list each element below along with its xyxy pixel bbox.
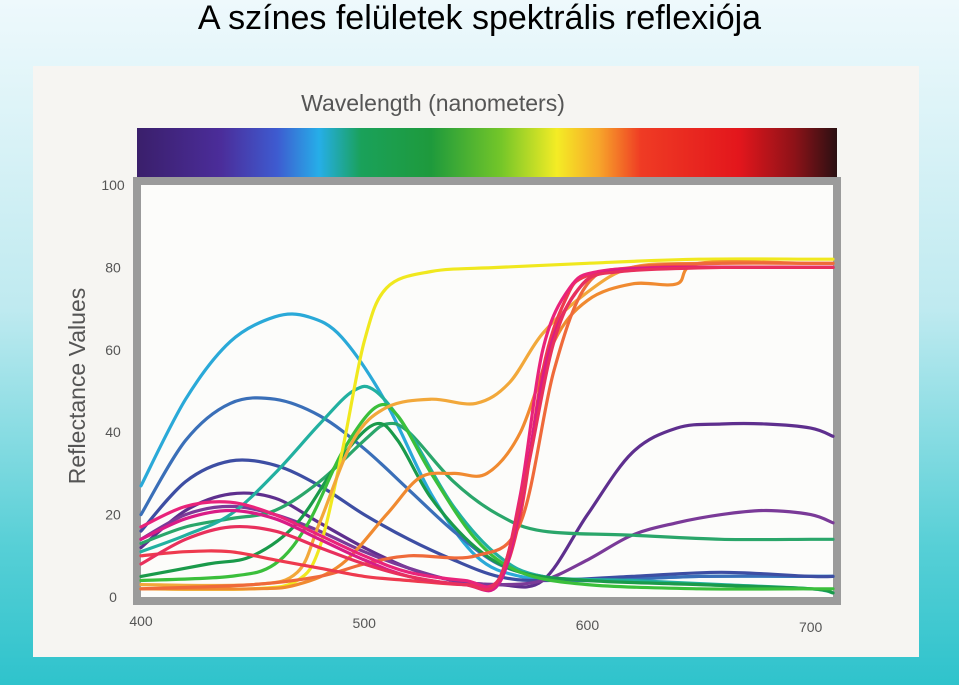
chart-figure: Wavelength (nanometers) Reflectance Valu… [33, 66, 919, 657]
y-axis-ticks: 0 20 40 60 80 100 [101, 177, 125, 605]
slide-title: A színes felületek spektrális reflexiója [197, 0, 762, 37]
plot-area [133, 177, 841, 605]
chart-title: Wavelength (nanometers) [301, 90, 565, 116]
series-layer [139, 257, 835, 595]
series-line-6 [139, 421, 835, 545]
series-line-17 [139, 265, 835, 592]
series-line-13 [139, 261, 835, 591]
x-axis-ticks: 400 500 600 700 [129, 613, 822, 635]
y-axis-label: Reflectance Values [64, 288, 90, 484]
y-tick-label: 0 [109, 589, 117, 605]
y-tick-label: 80 [105, 259, 121, 275]
y-tick-label: 60 [105, 342, 121, 358]
chart-svg: Wavelength (nanometers) Reflectance Valu… [64, 90, 841, 635]
x-tick-label: 700 [799, 619, 823, 635]
series-line-8 [139, 421, 835, 595]
y-tick-label: 20 [105, 507, 121, 523]
y-tick-label: 40 [105, 424, 121, 440]
x-tick-label: 500 [353, 615, 377, 631]
series-line-2 [139, 396, 835, 583]
x-tick-label: 400 [129, 613, 153, 629]
spectrum-band [137, 128, 837, 182]
x-tick-label: 600 [576, 617, 600, 633]
y-tick-label: 100 [101, 177, 125, 193]
